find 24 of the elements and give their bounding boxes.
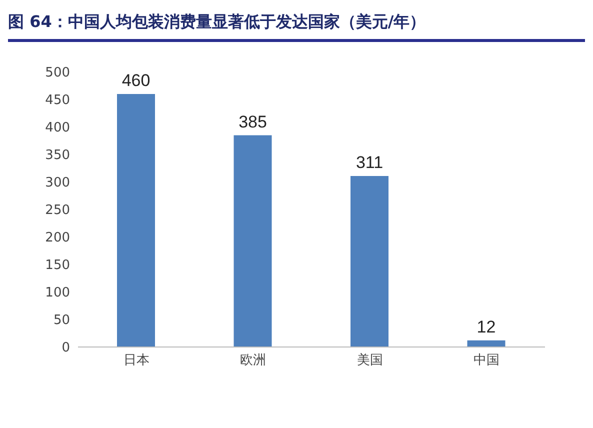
y-tick-label: 100 [45, 286, 70, 301]
x-tick-label: 美国 [356, 352, 383, 368]
x-tick-label: 中国 [474, 353, 500, 368]
y-tick-label: 450 [45, 93, 70, 108]
y-tick-label: 500 [45, 66, 70, 81]
chart-title: 图 64：中国人均包装消费量显著低于发达国家（美元/年） [8, 8, 585, 42]
bar [350, 176, 388, 347]
y-tick-label: 400 [45, 120, 70, 136]
y-tick-label: 200 [45, 230, 70, 246]
y-tick-label: 300 [45, 176, 70, 191]
data-label: 12 [476, 317, 496, 336]
data-label: 385 [238, 112, 267, 132]
y-tick-label: 350 [45, 148, 70, 164]
data-label: 311 [356, 152, 384, 172]
y-tick-label: 150 [45, 258, 70, 274]
bar [117, 94, 155, 347]
x-tick-label: 欧洲 [240, 353, 266, 368]
y-tick-label: 0 [62, 340, 70, 356]
y-tick-label: 250 [45, 203, 70, 218]
bar [234, 135, 272, 347]
x-tick-label: 日本 [123, 353, 150, 368]
data-label: 460 [122, 71, 150, 90]
y-tick-label: 50 [53, 313, 70, 328]
bar [467, 340, 506, 347]
